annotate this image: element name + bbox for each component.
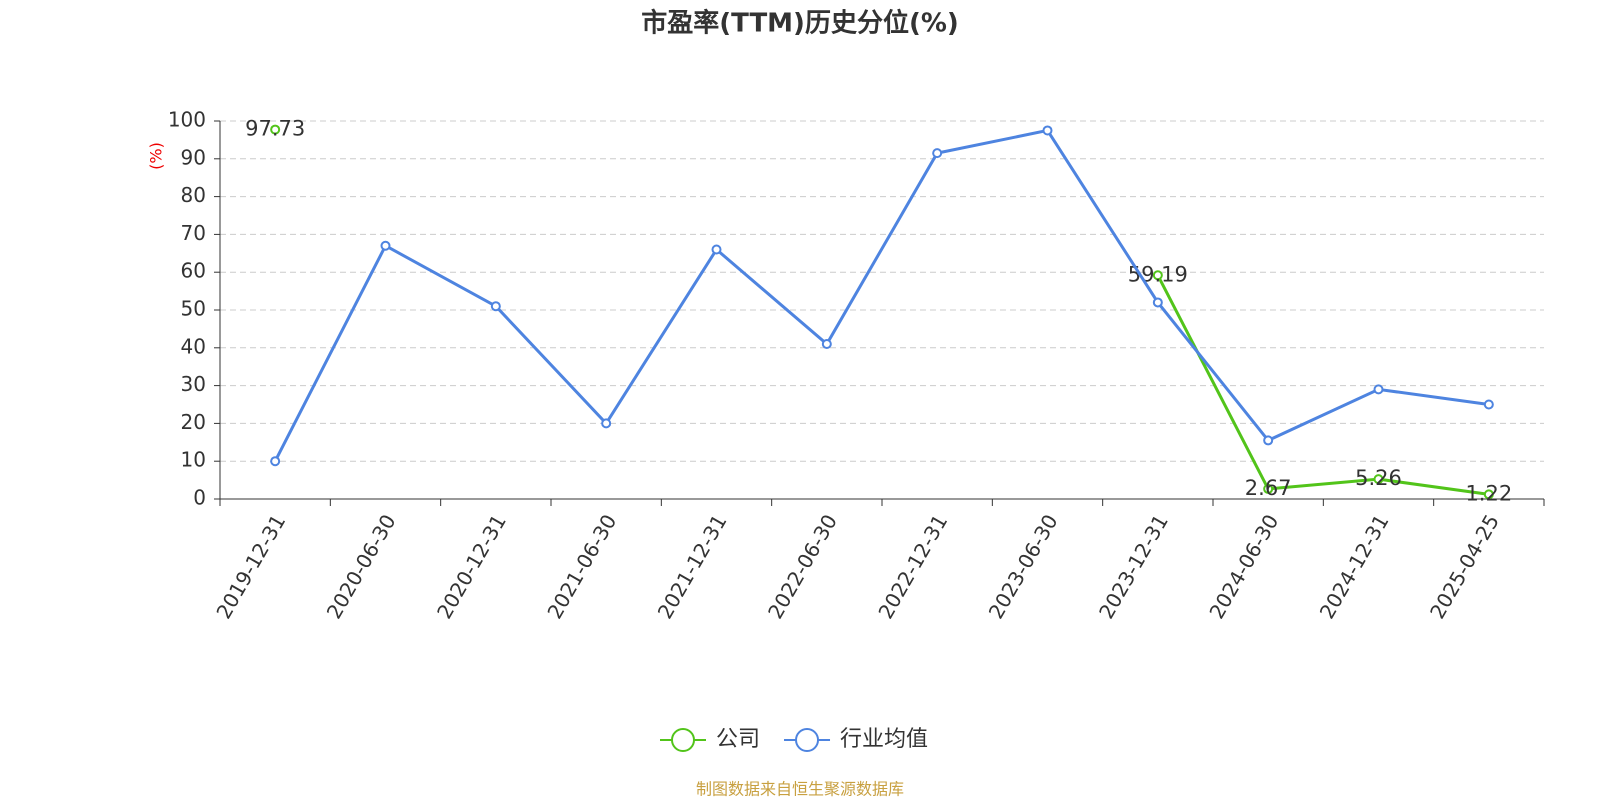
data-point [490, 301, 501, 312]
legend-marker [671, 728, 695, 752]
data-label: 5.26 [1355, 466, 1402, 490]
x-tick-label: 2025-04-25 [1425, 510, 1504, 623]
x-tick-label: 2020-06-30 [322, 510, 401, 623]
y-tick-label: 90 [181, 145, 206, 169]
y-tick-label: 10 [181, 448, 206, 472]
y-tick-label: 80 [181, 183, 206, 207]
data-point [1483, 489, 1494, 500]
data-point [1373, 474, 1384, 485]
x-tick-label: 2022-06-30 [763, 510, 842, 623]
x-tick-label: 2024-12-31 [1315, 510, 1394, 623]
legend-label: 行业均值 [840, 727, 928, 752]
x-tick-label: 2022-12-31 [873, 510, 952, 623]
data-label: 1.22 [1465, 481, 1512, 505]
source-note: 制图数据来自恒生聚源数据库 [696, 780, 904, 799]
data-point [1042, 125, 1053, 136]
y-tick-label: 0 [193, 486, 206, 510]
data-point [380, 240, 391, 251]
data-point [1263, 435, 1274, 446]
y-tick-label: 20 [181, 410, 206, 434]
legend-marker [795, 728, 820, 752]
data-point [1483, 399, 1494, 410]
series-line [1156, 274, 1490, 496]
y-tick-label: 40 [181, 334, 206, 358]
data-point [1263, 483, 1274, 494]
x-tick-label: 2023-06-30 [984, 510, 1063, 623]
x-tick-label: 2020-12-31 [432, 510, 511, 623]
data-point [270, 456, 281, 467]
x-tick-label: 2021-12-31 [653, 510, 732, 623]
y-tick-label: 70 [181, 221, 206, 245]
legend-label: 公司 [716, 727, 760, 752]
data-point [1373, 384, 1384, 395]
y-axis-label: (%) [147, 142, 166, 170]
data-point [711, 244, 722, 255]
x-tick-label: 2024-06-30 [1204, 510, 1283, 623]
data-point [270, 124, 281, 135]
y-tick-label: 100 [168, 108, 206, 132]
data-point [1152, 270, 1163, 281]
data-point [1152, 297, 1163, 308]
chart-title: 市盈率(TTM)历史分位(%) [641, 8, 959, 39]
x-tick-label: 2019-12-31 [211, 510, 290, 623]
data-label: 97.73 [245, 117, 305, 141]
series-line [273, 128, 1490, 462]
y-tick-label: 30 [181, 372, 206, 396]
data-point [821, 339, 832, 350]
data-point [932, 148, 943, 159]
y-tick-label: 50 [181, 297, 206, 321]
data-label: 2.67 [1245, 476, 1292, 500]
data-point [601, 418, 612, 429]
data-label: 59.19 [1128, 262, 1188, 286]
x-tick-label: 2021-06-30 [542, 510, 621, 623]
x-tick-label: 2023-12-31 [1094, 510, 1173, 623]
y-tick-label: 60 [181, 259, 206, 283]
